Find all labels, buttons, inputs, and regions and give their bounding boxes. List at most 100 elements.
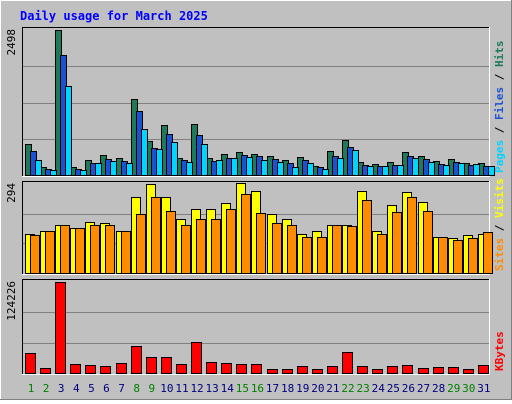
- bar-kbytes-day-24: [372, 369, 383, 374]
- x-tick-label-14: 14: [221, 382, 235, 395]
- x-tick-label-6: 6: [103, 382, 110, 395]
- bar-pages-day-16: [261, 160, 268, 176]
- x-tick-label-2: 2: [43, 382, 50, 395]
- bar-sites-day-20: [317, 237, 327, 274]
- bar-kbytes-day-13: [206, 362, 217, 374]
- bar-pages-day-6: [110, 161, 117, 176]
- bar-kbytes-day-14: [221, 363, 232, 374]
- bar-kbytes-day-12: [191, 342, 202, 374]
- bar-pages-day-21: [337, 158, 344, 176]
- bar-sites-day-16: [256, 213, 266, 274]
- plot-area: [22, 279, 490, 375]
- bar-kbytes-day-23: [357, 366, 368, 374]
- bar-sites-day-29: [453, 240, 463, 274]
- bar-sites-day-26: [407, 197, 417, 274]
- chart-panels: 2498 Pages / Files / Hits 294 Sites / Visit…: [5, 27, 506, 375]
- bar-sites-day-10: [166, 211, 176, 274]
- bar-sites-day-17: [272, 223, 282, 274]
- bar-pages-day-14: [231, 158, 238, 176]
- legend-sites: Sites: [493, 238, 506, 271]
- bar-sites-day-8: [136, 214, 146, 274]
- x-tick-label-9: 9: [148, 382, 155, 395]
- bar-sites-day-21: [332, 225, 342, 274]
- x-tick-label-11: 11: [175, 382, 188, 395]
- bar-kbytes-day-27: [418, 368, 429, 374]
- x-tick-label-19: 19: [296, 382, 309, 395]
- x-tick-label-30: 30: [462, 382, 475, 395]
- bar-pages-day-27: [428, 162, 435, 176]
- bar-sites-day-13: [211, 219, 221, 274]
- bar-kbytes-day-20: [312, 369, 323, 374]
- bar-pages-day-8: [141, 129, 148, 176]
- x-tick-label-12: 12: [190, 382, 203, 395]
- x-tick-label-17: 17: [266, 382, 279, 395]
- bar-kbytes-day-11: [176, 364, 187, 374]
- x-tick-label-26: 26: [402, 382, 415, 395]
- bar-pages-day-12: [201, 144, 208, 176]
- bar-pages-day-20: [322, 169, 329, 176]
- x-tick-label-8: 8: [133, 382, 140, 395]
- bar-pages-day-11: [186, 162, 193, 176]
- bar-kbytes-day-3: [55, 282, 66, 374]
- x-tick-label-31: 31: [477, 382, 490, 395]
- bar-kbytes-day-2: [40, 368, 51, 374]
- bar-sites-day-24: [377, 234, 387, 274]
- bar-sites-day-14: [226, 209, 236, 274]
- bar-pages-day-1: [35, 160, 42, 176]
- panel-3: 124226 KBytes: [5, 279, 506, 375]
- bar-pages-day-31: [488, 166, 495, 176]
- legend-separator: /: [493, 218, 506, 238]
- bar-sites-day-15: [241, 194, 251, 274]
- bar-kbytes-day-29: [448, 367, 459, 374]
- x-tick-label-27: 27: [417, 382, 430, 395]
- chart-title: Daily usage for March 2025: [20, 9, 208, 23]
- bar-pages-day-25: [397, 165, 404, 176]
- bar-sites-day-7: [121, 231, 131, 274]
- bar-pages-day-9: [156, 149, 163, 176]
- bar-sites-day-31: [483, 232, 493, 274]
- y-axis-max-label: 2498: [5, 29, 18, 56]
- bar-kbytes-day-25: [387, 366, 398, 374]
- side-legend: KBytes: [493, 331, 506, 371]
- bar-kbytes-day-8: [131, 346, 142, 374]
- bar-kbytes-day-21: [327, 366, 338, 374]
- bar-sites-day-18: [287, 225, 297, 274]
- x-tick-label-5: 5: [88, 382, 95, 395]
- bar-pages-day-18: [292, 167, 299, 176]
- legend-separator: /: [493, 67, 506, 87]
- y-axis-max-label: 294: [5, 183, 18, 203]
- bar-kbytes-day-22: [342, 352, 353, 374]
- bar-pages-day-23: [367, 166, 374, 176]
- bar-pages-day-4: [80, 170, 87, 176]
- bar-sites-day-3: [60, 225, 70, 274]
- bar-kbytes-day-18: [282, 369, 293, 374]
- bar-pages-day-7: [126, 163, 133, 176]
- y-axis-max-label: 124226: [5, 281, 18, 321]
- bar-pages-day-24: [382, 166, 389, 176]
- x-tick-label-7: 7: [118, 382, 125, 395]
- x-tick-label-22: 22: [341, 382, 354, 395]
- x-tick-label-23: 23: [357, 382, 370, 395]
- bar-sites-day-22: [347, 226, 357, 274]
- bar-sites-day-11: [181, 225, 191, 274]
- x-tick-label-15: 15: [236, 382, 249, 395]
- bar-pages-day-13: [216, 160, 223, 176]
- bar-sites-day-1: [30, 235, 40, 274]
- x-tick-label-1: 1: [28, 382, 35, 395]
- legend-kbytes: KBytes: [493, 331, 506, 371]
- bar-sites-day-2: [45, 231, 55, 274]
- x-tick-label-24: 24: [372, 382, 386, 395]
- x-tick-label-18: 18: [281, 382, 294, 395]
- bar-kbytes-day-7: [116, 363, 127, 374]
- x-tick-label-16: 16: [251, 382, 264, 395]
- legend-pages: Pages: [493, 140, 506, 173]
- legend-files: Files: [493, 87, 506, 120]
- x-tick-label-4: 4: [73, 382, 80, 395]
- bar-pages-day-17: [277, 162, 284, 176]
- bar-kbytes-day-28: [433, 367, 444, 374]
- legend-hits: Hits: [493, 41, 506, 68]
- bar-sites-day-25: [392, 212, 402, 274]
- side-legend: Sites / Visits: [493, 178, 506, 271]
